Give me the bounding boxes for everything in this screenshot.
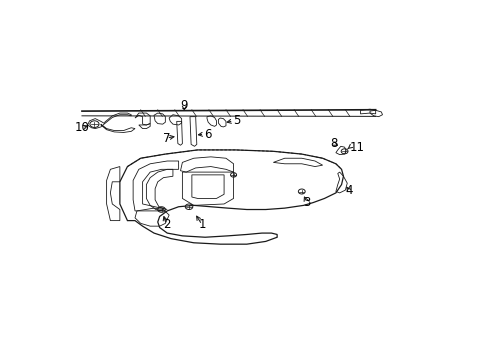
Text: 6: 6 — [204, 128, 211, 141]
Text: 5: 5 — [233, 114, 241, 127]
Text: 10: 10 — [74, 121, 89, 134]
Text: 4: 4 — [345, 184, 352, 197]
Text: 1: 1 — [198, 218, 205, 231]
Text: 3: 3 — [303, 196, 310, 209]
Text: 11: 11 — [349, 141, 364, 154]
Text: 2: 2 — [163, 218, 170, 231]
Text: 9: 9 — [180, 99, 188, 112]
Text: 7: 7 — [163, 131, 170, 144]
Text: 8: 8 — [329, 137, 337, 150]
